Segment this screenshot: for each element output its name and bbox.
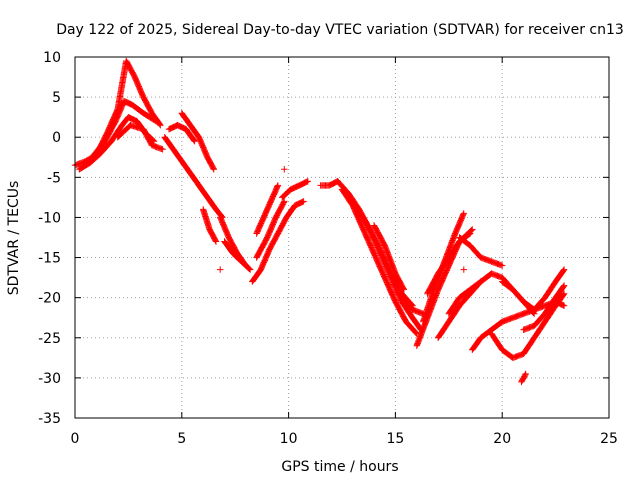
chart-title: Day 122 of 2025, Sidereal Day-to-day VTE…	[56, 22, 624, 38]
series-arc-g	[178, 110, 217, 173]
y-tick-label: -20	[38, 291, 61, 307]
series-arc-m	[253, 198, 288, 261]
series-arc-ae	[488, 290, 568, 361]
series-markers	[279, 178, 311, 201]
series-arc-p	[281, 166, 288, 173]
series-arc-ab	[456, 234, 506, 269]
series-markers	[161, 134, 226, 221]
series-markers	[114, 122, 166, 153]
series-markers	[460, 266, 467, 273]
series-arc-u	[370, 222, 408, 293]
series-arc-k	[221, 238, 254, 273]
series-markers	[488, 290, 568, 361]
x-tick-label: 25	[600, 431, 618, 447]
y-tick-label: -5	[47, 170, 61, 186]
series-markers	[281, 166, 288, 173]
series-markers	[200, 206, 220, 245]
series-markers	[178, 110, 217, 173]
series-markers	[445, 278, 484, 317]
series-arc-n	[253, 182, 282, 237]
x-tick-label: 20	[493, 431, 511, 447]
data-points	[71, 57, 568, 386]
series-markers	[456, 234, 506, 269]
series-arc-v	[398, 290, 427, 317]
x-tick-label: 10	[280, 431, 298, 447]
series-markers	[217, 266, 224, 273]
series-arc-d	[114, 122, 166, 153]
series-arc-e	[161, 134, 226, 221]
series-arc-ah	[520, 282, 568, 333]
y-tick-label: 5	[52, 90, 61, 106]
series-markers	[520, 282, 568, 333]
series-markers	[88, 97, 160, 161]
y-tick-label: -35	[38, 411, 61, 427]
series-arc-c	[88, 97, 160, 161]
series-markers	[499, 266, 568, 313]
y-tick-label: -25	[38, 331, 61, 347]
series-arc-aa	[445, 278, 484, 317]
x-axis-label: GPS time / hours	[281, 459, 398, 475]
y-tick-label: -10	[38, 210, 61, 226]
series-markers	[221, 238, 254, 273]
axis-ticks: 0 5 10 15 20 25 10 5 0 -5 -10 -15 -20 -25 -30 -35	[38, 50, 618, 447]
series-arc-ac	[460, 266, 467, 273]
grid-lines	[75, 57, 609, 418]
series-markers	[249, 198, 307, 285]
series-markers	[253, 198, 288, 261]
x-tick-label: 5	[177, 431, 186, 447]
series-markers	[370, 222, 408, 293]
x-tick-label: 15	[386, 431, 404, 447]
y-tick-label: -15	[38, 251, 61, 267]
series-arc-o	[279, 178, 311, 201]
y-tick-label: 0	[52, 130, 61, 146]
series-arc-h	[200, 206, 220, 245]
series-arc-f	[165, 122, 198, 145]
series-arc-ag	[518, 370, 529, 386]
series-arc-l	[249, 198, 307, 285]
series-markers	[518, 370, 529, 386]
x-tick-label: 0	[71, 431, 80, 447]
y-tick-label: -30	[38, 371, 61, 387]
plot-frame	[74, 56, 610, 419]
series-markers	[165, 122, 198, 145]
series-markers	[253, 182, 282, 237]
y-tick-label: 10	[43, 50, 61, 66]
series-arc-af	[499, 266, 568, 313]
series-markers	[398, 290, 427, 317]
y-axis-label: SDTVAR / TECUs	[6, 181, 22, 296]
series-arc-j	[217, 266, 224, 273]
